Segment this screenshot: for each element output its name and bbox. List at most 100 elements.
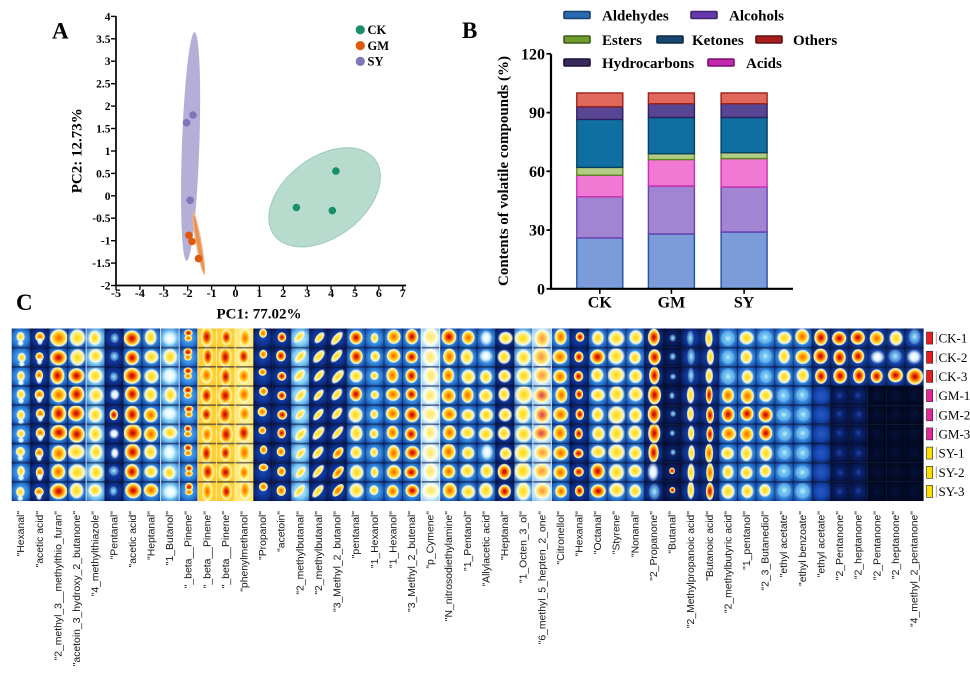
svg-text:Alcohols: Alcohols — [729, 8, 784, 24]
svg-text:"_beta__Pinene": "_beta__Pinene" — [202, 511, 213, 589]
svg-text:CK-2: CK-2 — [939, 350, 968, 365]
svg-text:-0.5: -0.5 — [92, 213, 110, 225]
svg-text:"3_Methyl_2_butenal": "3_Methyl_2_butenal" — [407, 511, 418, 612]
svg-text:"6_methyl_5_hepten_2_one": "6_methyl_5_hepten_2_one" — [537, 511, 548, 645]
svg-text:"2_methyl_3__methylthio_furan": "2_methyl_3__methylthio_furan" — [53, 511, 64, 661]
svg-text:"ethyl acetate": "ethyl acetate" — [816, 511, 827, 578]
svg-text:5: 5 — [352, 286, 358, 300]
svg-text:CK-3: CK-3 — [939, 369, 968, 384]
svg-text:"2_methylbutyric acid": "2_methylbutyric acid" — [723, 511, 734, 613]
svg-text:"Hexanal": "Hexanal" — [575, 511, 586, 557]
svg-text:-4: -4 — [135, 286, 145, 300]
svg-text:"Heptanal": "Heptanal" — [146, 511, 157, 560]
svg-text:SY-2: SY-2 — [939, 465, 965, 480]
svg-text:-2: -2 — [101, 281, 111, 293]
svg-text:GM-2: GM-2 — [939, 407, 970, 422]
svg-text:CK: CK — [368, 23, 387, 37]
svg-text:Ketones: Ketones — [692, 33, 744, 49]
svg-text:SY-1: SY-1 — [939, 446, 965, 461]
svg-text:1: 1 — [105, 146, 111, 158]
svg-text:"Butanoic acid": "Butanoic acid" — [705, 511, 716, 581]
svg-text:"Styrene": "Styrene" — [612, 511, 623, 554]
svg-text:"Octanal": "Octanal" — [593, 511, 604, 554]
svg-text:Aldehydes: Aldehydes — [602, 8, 669, 24]
svg-text:-2: -2 — [183, 286, 193, 300]
svg-text:30: 30 — [529, 223, 545, 240]
svg-text:GM: GM — [368, 39, 390, 53]
svg-text:1: 1 — [256, 286, 262, 300]
svg-text:"Hexanal": "Hexanal" — [16, 511, 27, 557]
svg-text:"Allylacetic acid": "Allylacetic acid" — [481, 511, 492, 587]
svg-text:"1_Hexanol": "1_Hexanol" — [370, 511, 381, 568]
svg-text:"Nonanal": "Nonanal" — [630, 511, 641, 557]
svg-text:GM: GM — [658, 295, 686, 312]
svg-text:Others: Others — [793, 33, 837, 49]
svg-text:"_beta__Pinene": "_beta__Pinene" — [184, 511, 195, 589]
svg-text:"phenylmethanol": "phenylmethanol" — [240, 511, 251, 592]
svg-text:C: C — [16, 290, 33, 315]
svg-text:Contents of volatile compounds: Contents of volatile compounds (%) — [496, 56, 512, 286]
svg-text:CK: CK — [588, 295, 613, 312]
svg-text:"acetic acid": "acetic acid" — [128, 511, 139, 568]
svg-text:SY: SY — [734, 295, 755, 312]
svg-text:"acetic acid": "acetic acid" — [35, 511, 46, 568]
svg-text:-1.5: -1.5 — [92, 258, 110, 270]
svg-text:CK-1: CK-1 — [939, 331, 968, 346]
svg-text:1.5: 1.5 — [96, 124, 111, 136]
svg-text:Esters: Esters — [602, 33, 642, 49]
svg-text:"1_Octen_3_ol": "1_Octen_3_ol" — [519, 511, 530, 583]
svg-text:3: 3 — [105, 56, 111, 68]
svg-text:"2_heptanone": "2_heptanone" — [891, 511, 902, 579]
svg-text:60: 60 — [529, 164, 545, 181]
svg-text:B: B — [462, 18, 477, 43]
svg-text:2: 2 — [280, 286, 286, 300]
svg-text:"Propanol": "Propanol" — [258, 511, 269, 560]
svg-text:PC2: 12.73%: PC2: 12.73% — [70, 108, 86, 193]
svg-text:-5: -5 — [111, 286, 121, 300]
svg-text:"4_methylthiazole": "4_methylthiazole" — [91, 511, 102, 597]
svg-text:90: 90 — [529, 105, 545, 122]
svg-text:"N_nitrosodiethylamine": "N_nitrosodiethylamine" — [444, 511, 455, 621]
svg-text:-3: -3 — [159, 286, 169, 300]
svg-text:0.5: 0.5 — [96, 168, 111, 180]
svg-text:"2_methylbutanal": "2_methylbutanal" — [314, 511, 325, 595]
svg-text:2: 2 — [105, 101, 111, 113]
svg-text:-1: -1 — [207, 286, 217, 300]
svg-text:"1_pentanol": "1_pentanol" — [742, 511, 753, 570]
svg-text:PC1: 77.02%: PC1: 77.02% — [217, 307, 302, 323]
svg-text:"ethyl benzoate": "ethyl benzoate" — [798, 511, 809, 586]
svg-text:"1_Butanol": "1_Butanol" — [165, 511, 176, 565]
svg-text:0: 0 — [537, 281, 545, 298]
svg-text:0: 0 — [233, 286, 239, 300]
svg-text:"2_methylbutanal": "2_methylbutanal" — [295, 511, 306, 595]
svg-text:"2_Propanone": "2_Propanone" — [649, 511, 660, 581]
svg-text:3: 3 — [304, 286, 310, 300]
svg-text:"3_Methyl_2_butanol": "3_Methyl_2_butanol" — [333, 511, 344, 612]
svg-text:A: A — [52, 19, 69, 44]
svg-text:"4_methyl_2_pentanone": "4_methyl_2_pentanone" — [909, 511, 920, 627]
svg-text:"1_Hexanol": "1_Hexanol" — [388, 511, 399, 568]
svg-text:"acetoin_3_hydroxy_2_butanone": "acetoin_3_hydroxy_2_butanone" — [72, 511, 83, 667]
svg-text:SY: SY — [368, 55, 384, 69]
svg-text:"acetoin": "acetoin" — [277, 511, 288, 552]
svg-text:SY-3: SY-3 — [939, 484, 965, 499]
svg-text:"pentanal": "pentanal" — [351, 511, 362, 559]
svg-text:-1: -1 — [101, 236, 111, 248]
svg-text:"2_heptanone": "2_heptanone" — [854, 511, 865, 579]
svg-text:Acids: Acids — [746, 56, 782, 72]
svg-text:GM-3: GM-3 — [939, 427, 970, 442]
svg-text:"p_Cymene": "p_Cymene" — [426, 511, 437, 569]
svg-text:Hydrocarbons: Hydrocarbons — [602, 56, 694, 72]
svg-text:GM-1: GM-1 — [939, 388, 970, 403]
svg-text:4: 4 — [328, 286, 334, 300]
svg-text:4: 4 — [105, 11, 111, 23]
svg-text:"_beta__Pinene": "_beta__Pinene" — [221, 511, 232, 589]
svg-text:"2_Pentanone": "2_Pentanone" — [872, 511, 883, 581]
svg-text:"2_Methylpropanoic acid": "2_Methylpropanoic acid" — [686, 511, 697, 628]
svg-text:"Pentanal": "Pentanal" — [109, 511, 120, 560]
svg-text:6: 6 — [376, 286, 382, 300]
svg-text:"Heptanal": "Heptanal" — [500, 511, 511, 560]
svg-text:"1_Pentanol": "1_Pentanol" — [463, 511, 474, 571]
svg-text:"2_Pentanone": "2_Pentanone" — [835, 511, 846, 581]
svg-text:3.5: 3.5 — [96, 34, 111, 46]
